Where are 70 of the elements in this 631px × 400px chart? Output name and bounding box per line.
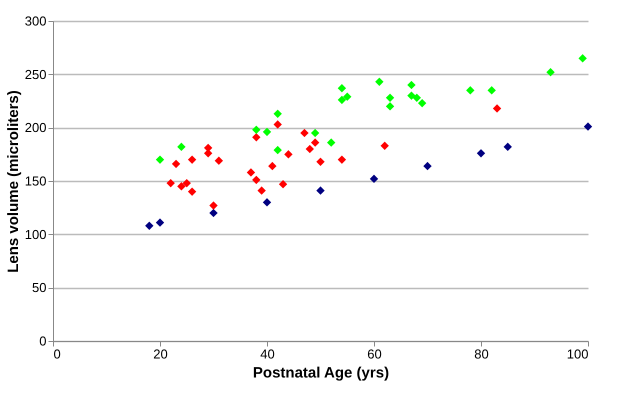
point	[338, 84, 346, 92]
point	[268, 162, 277, 170]
point	[584, 122, 592, 131]
point	[278, 180, 288, 188]
point	[214, 156, 224, 165]
point	[386, 102, 394, 111]
point	[316, 186, 325, 195]
point	[412, 94, 421, 102]
x-tick-label: 100	[566, 346, 588, 362]
point	[418, 98, 426, 108]
point	[156, 155, 164, 164]
point	[310, 128, 320, 138]
point	[492, 104, 502, 113]
point	[274, 146, 282, 154]
x-tick-label: 0	[54, 346, 61, 362]
point	[262, 198, 272, 207]
point	[177, 182, 186, 191]
y-tick-label: 250	[24, 66, 46, 82]
point	[578, 54, 587, 63]
point	[209, 208, 218, 218]
point	[262, 128, 272, 136]
point	[284, 150, 293, 159]
point	[156, 218, 164, 227]
point	[182, 178, 191, 188]
point	[172, 160, 180, 168]
point	[252, 133, 260, 142]
x-tick-label: 80	[474, 346, 489, 362]
point	[310, 138, 320, 147]
x-tick-label: 60	[367, 346, 382, 362]
point	[370, 174, 378, 184]
x-axis-title: Postnatal Age (yrs)	[252, 364, 390, 382]
y-tick-label: 0	[39, 334, 46, 348]
point	[466, 86, 474, 95]
point	[177, 142, 186, 152]
point	[407, 80, 416, 90]
point	[246, 168, 256, 177]
point	[407, 91, 416, 100]
point	[188, 187, 196, 196]
point	[327, 138, 336, 147]
point	[375, 78, 384, 86]
y-tick-label: 100	[24, 226, 46, 242]
x-tick-label: 40	[260, 346, 275, 362]
point	[338, 96, 346, 104]
point	[488, 86, 496, 95]
y-tick-label: 150	[24, 174, 46, 188]
y-tick-label: 50	[32, 280, 46, 296]
x-tick-label: 20	[153, 346, 168, 362]
point	[257, 186, 266, 195]
point	[166, 178, 175, 188]
point	[546, 68, 555, 76]
y-tick-label: 200	[24, 120, 46, 136]
point	[145, 222, 154, 230]
y-axis-title: Lens volume (microliters)	[4, 90, 22, 273]
point	[274, 120, 282, 129]
point	[316, 158, 325, 166]
point	[252, 126, 260, 134]
point	[386, 94, 394, 102]
point	[306, 144, 314, 154]
point	[300, 128, 309, 138]
point	[476, 149, 486, 158]
point	[252, 176, 260, 184]
point	[338, 155, 346, 164]
point	[343, 92, 352, 101]
point	[380, 142, 389, 150]
point	[209, 201, 218, 210]
y-tick-label: 300	[24, 14, 46, 28]
point	[274, 110, 282, 118]
point	[188, 155, 196, 164]
point	[423, 162, 432, 170]
point	[504, 142, 512, 152]
